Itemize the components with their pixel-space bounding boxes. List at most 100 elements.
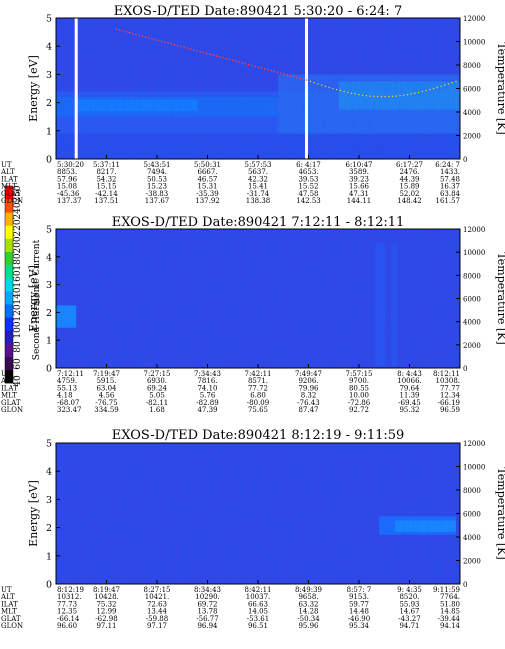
y2tick-label: 6000 (463, 86, 481, 94)
table-cell: -45.36 (57, 190, 80, 198)
trace-point (425, 89, 427, 92)
panel-title: EXOS-D/TED Date:890421 8:12:19 - 9:11:59 (112, 428, 405, 443)
table-cell: -82.89 (196, 399, 218, 407)
trace-point (164, 41, 166, 43)
row-label-ilat: ILAT (1, 384, 18, 392)
colorbar-tick-label: 160 (13, 270, 23, 287)
table-cell: 97.17 (147, 622, 167, 630)
table-cell: 144.11 (347, 197, 372, 205)
orbit-table: UT 7:12:11 7:19:47 7:27:15 7:34:43 7:42:11 7:4… (0, 364, 461, 414)
table-cell: 39.23 (349, 175, 369, 183)
table-cell: -43.27 (398, 615, 420, 623)
table-cell: -69.45 (398, 399, 420, 407)
ytick-label: 2 (46, 98, 52, 109)
trace-point (234, 60, 237, 62)
y2tick-label: 8000 (463, 487, 481, 495)
table-cell: 10037. (246, 593, 271, 601)
table-cell: 10066. (397, 377, 422, 385)
table-cell: 5:50:31 (194, 161, 221, 169)
table-cell: 6.80 (250, 392, 266, 400)
row-label-ilat: ILAT (1, 600, 18, 608)
trace-point (429, 88, 431, 91)
colorbar-tick-label: 40 (13, 375, 23, 387)
table-cell: 14.05 (248, 608, 268, 616)
colorbar-tick-label: 180 (13, 253, 23, 270)
table-cell: 50.53 (147, 175, 167, 183)
table-cell: 96.94 (197, 622, 218, 630)
table-cell: -35.39 (196, 190, 218, 198)
ytick-label: 0 (46, 155, 52, 166)
colorbar-tick-label: 200 (13, 236, 23, 253)
table-cell: 13.44 (147, 608, 168, 616)
colorbar-swatch (5, 225, 13, 239)
ytick-label: 3 (46, 280, 52, 291)
table-cell: 15.31 (197, 183, 217, 191)
y2tick-label: 8000 (463, 62, 481, 70)
table-cell: 7816. (197, 377, 217, 385)
trace-point (196, 49, 198, 52)
y2tick-label: 0 (463, 365, 467, 373)
table-cell: 10312. (57, 593, 82, 601)
table-cell: 97.11 (96, 622, 116, 630)
trace-point (436, 86, 439, 89)
colorbar-swatch (5, 343, 13, 358)
table-cell: 5:30:20 (57, 161, 84, 169)
trace-point (335, 88, 338, 91)
table-cell: 8:34:43 (194, 586, 221, 594)
table-cell: 10421. (145, 593, 170, 601)
trace-point (313, 81, 315, 84)
orbit-table: UT 5:30:20 5:37:11 5:43:51 5:50:31 5:57:53 6: … (0, 155, 461, 205)
ytick-label: 0 (46, 364, 52, 375)
table-cell: 8:19:47 (93, 586, 120, 594)
colorbar-tick-label: 250 (13, 185, 23, 202)
table-cell: 8.32 (301, 392, 317, 400)
colorbar-swatch (5, 251, 13, 266)
colorbar-swatch (5, 212, 13, 226)
trace-point (444, 84, 446, 86)
table-cell: 9:11:59 (433, 586, 460, 594)
trace-point (410, 93, 412, 95)
temperature-axis-label: Temperature [K] (495, 252, 505, 344)
table-cell: 74.10 (197, 384, 217, 392)
table-cell: 94.14 (440, 622, 461, 630)
trace-point (388, 95, 390, 98)
trace-point (144, 36, 147, 38)
heatmap-cells (56, 18, 460, 159)
table-cell: 137.67 (145, 197, 170, 205)
table-cell: 4.18 (57, 392, 73, 400)
trace-point (263, 68, 266, 70)
y2tick-label: 0 (463, 581, 467, 589)
row-label-glat: GLAT (1, 399, 21, 407)
table-cell: 6:24: 7 (435, 161, 460, 169)
table-cell: 5:43:51 (144, 161, 171, 169)
y2tick-label: 8000 (463, 272, 481, 280)
temperature-trace (115, 28, 457, 98)
table-cell: 10.00 (349, 392, 369, 400)
table-cell: 10428. (94, 593, 119, 601)
table-cell: 77.73 (57, 600, 77, 608)
trace-point (362, 94, 364, 96)
ytick-label: 1 (46, 551, 52, 562)
table-cell: 11.39 (399, 392, 419, 400)
trace-point (384, 95, 386, 98)
table-cell: -76.75 (95, 399, 117, 407)
ytick-label: 2 (46, 308, 52, 319)
table-cell: -68.07 (57, 399, 79, 407)
table-cell: 57.48 (440, 175, 460, 183)
trace-point (365, 94, 368, 97)
trace-point (414, 92, 416, 94)
row-label-mlt: MLT (1, 608, 17, 616)
table-cell: 137.92 (195, 197, 220, 205)
table-cell: -62.98 (95, 615, 117, 623)
table-cell: 15.66 (349, 183, 370, 191)
table-cell: 7764. (440, 593, 460, 601)
colorbar-swatch (5, 199, 13, 213)
table-cell: 15.89 (399, 183, 419, 191)
trace-point (170, 43, 173, 45)
table-cell: 94.71 (399, 622, 419, 630)
table-cell: 75.65 (248, 406, 268, 414)
table-cell: 87.47 (298, 406, 318, 414)
trace-point (354, 93, 356, 95)
table-cell: 1.68 (149, 406, 165, 414)
trace-point (209, 53, 211, 56)
